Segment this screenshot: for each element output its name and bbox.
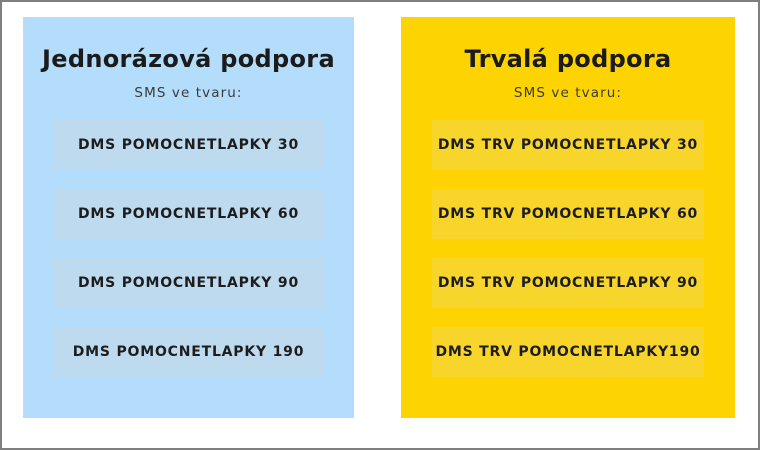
sms-code-list: DMS TRV POMOCNETLAPKY 30 DMS TRV POMOCNE… — [401, 120, 735, 377]
sms-code-box: DMS TRV POMOCNETLAPKY190 — [432, 327, 704, 377]
sms-code-box: DMS TRV POMOCNETLAPKY 60 — [432, 189, 704, 239]
sms-code-box: DMS TRV POMOCNETLAPKY 90 — [432, 258, 704, 308]
sms-code-list: DMS POMOCNETLAPKY 30 DMS POMOCNETLAPKY 6… — [23, 120, 354, 377]
sms-code-box: DMS POMOCNETLAPKY 90 — [54, 258, 323, 308]
sms-code-box: DMS POMOCNETLAPKY 30 — [54, 120, 323, 170]
sms-code-box: DMS POMOCNETLAPKY 190 — [54, 327, 323, 377]
panel-one-time-support: Jednorázová podpora SMS ve tvaru: DMS PO… — [23, 17, 354, 418]
one-time-support-title: Jednorázová podpora — [42, 45, 335, 73]
sms-code-box: DMS POMOCNETLAPKY 60 — [54, 189, 323, 239]
permanent-support-title: Trvalá podpora — [464, 45, 672, 73]
sms-format-label: SMS ve tvaru: — [513, 85, 623, 101]
sms-format-label: SMS ve tvaru: — [134, 85, 243, 101]
sms-code-box: DMS TRV POMOCNETLAPKY 30 — [432, 120, 704, 170]
panel-permanent-support: Trvalá podpora SMS ve tvaru: DMS TRV POM… — [401, 17, 735, 418]
